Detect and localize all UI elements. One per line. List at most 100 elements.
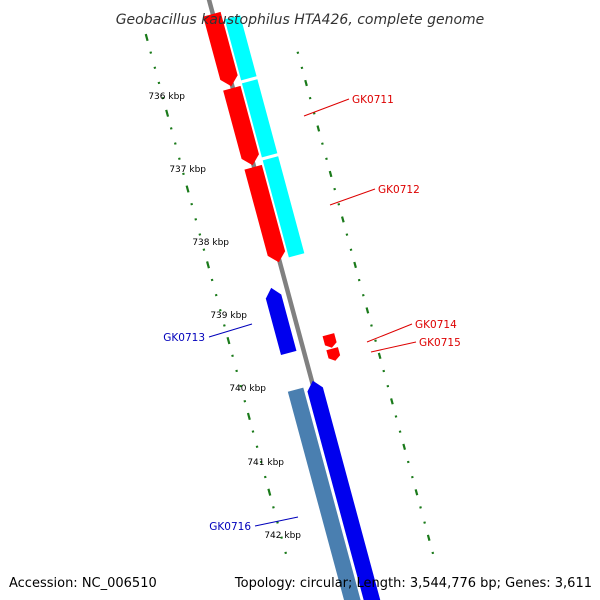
gene-arrow xyxy=(322,333,337,348)
minor-tick xyxy=(382,369,386,373)
major-tick xyxy=(165,109,170,117)
minor-tick xyxy=(272,506,275,509)
minor-tick xyxy=(423,521,426,524)
minor-tick xyxy=(296,51,300,54)
major-tick xyxy=(328,170,333,178)
cds-band xyxy=(262,156,305,258)
minor-tick xyxy=(386,384,390,388)
cds-band xyxy=(224,15,257,81)
gene-label: GK0711 xyxy=(352,94,394,106)
gene-leader-line xyxy=(254,516,299,527)
gene-leader-line xyxy=(329,188,376,206)
minor-tick xyxy=(357,278,361,282)
tick-label: 739 kbp xyxy=(210,311,247,321)
minor-tick xyxy=(280,536,283,539)
minor-tick xyxy=(194,218,198,221)
minor-tick xyxy=(398,430,402,433)
gene-arrow xyxy=(223,85,259,166)
major-tick xyxy=(414,489,419,496)
minor-tick xyxy=(308,96,312,100)
major-tick xyxy=(316,125,321,132)
minor-tick xyxy=(337,203,341,206)
minor-tick xyxy=(374,339,377,342)
tick-label: 736 kbp xyxy=(148,92,185,102)
tick-label: 742 kbp xyxy=(264,531,301,541)
minor-tick xyxy=(173,142,177,145)
gene-arrow xyxy=(307,380,381,600)
gene-label: GK0714 xyxy=(415,319,457,331)
topology-text: Topology: circular; Length: 3,544,776 bp… xyxy=(234,576,592,591)
major-tick xyxy=(353,261,357,269)
minor-tick xyxy=(198,233,202,236)
minor-tick xyxy=(210,278,214,282)
minor-tick xyxy=(300,66,304,70)
minor-tick xyxy=(263,475,267,479)
gene-arrow xyxy=(244,164,286,263)
major-tick xyxy=(340,216,345,223)
minor-tick xyxy=(406,460,410,464)
minor-tick xyxy=(223,324,226,327)
gene-leader-line xyxy=(370,341,417,353)
minor-tick xyxy=(370,324,373,327)
major-tick xyxy=(267,488,272,496)
accession-text: Accession: NC_006510 xyxy=(9,576,157,591)
minor-tick xyxy=(190,202,193,206)
gene-arrow xyxy=(203,11,238,87)
gene-label: GK0716 xyxy=(209,521,251,533)
map-title: Geobacillus kaustophilus HTA426, complet… xyxy=(116,12,485,28)
minor-tick xyxy=(178,157,181,160)
gene-arrow xyxy=(265,287,297,355)
minor-tick xyxy=(321,142,324,145)
minor-tick xyxy=(157,81,161,85)
minor-tick xyxy=(349,248,353,252)
major-tick xyxy=(365,307,370,314)
tick-label: 740 kbp xyxy=(229,384,266,394)
gene-label: GK0712 xyxy=(378,184,420,196)
gene-leader-line xyxy=(303,98,350,117)
minor-tick xyxy=(411,475,414,479)
major-tick xyxy=(377,352,382,360)
minor-tick xyxy=(333,187,336,191)
minor-tick xyxy=(361,293,365,297)
tick-label: 741 kbp xyxy=(247,458,284,468)
minor-tick xyxy=(394,415,398,418)
minor-tick xyxy=(169,127,173,130)
minor-tick xyxy=(218,309,222,312)
minor-tick xyxy=(235,369,238,373)
minor-tick xyxy=(251,430,255,433)
minor-tick xyxy=(431,551,435,555)
minor-tick xyxy=(419,506,422,509)
major-tick xyxy=(144,33,149,42)
major-tick xyxy=(185,185,190,193)
minor-tick xyxy=(255,445,259,448)
tick-label: 738 kbp xyxy=(192,238,229,248)
cds-band xyxy=(241,79,278,158)
minor-tick xyxy=(231,354,234,358)
major-tick xyxy=(390,398,394,405)
minor-tick xyxy=(214,293,218,297)
minor-tick xyxy=(239,384,243,388)
cds-band xyxy=(287,387,361,600)
minor-tick xyxy=(284,551,288,555)
minor-tick xyxy=(276,521,279,524)
tick-label: 737 kbp xyxy=(169,165,206,175)
major-tick xyxy=(426,534,431,541)
gene-label: GK0715 xyxy=(419,337,461,349)
minor-tick xyxy=(202,248,206,251)
major-tick xyxy=(206,261,210,269)
label-layer: 736 kbp 737 kbp 738 kbp 739 kbp 740 kbp 741 k… xyxy=(148,92,460,541)
minor-tick xyxy=(153,66,157,70)
major-tick xyxy=(246,412,251,421)
minor-tick xyxy=(243,399,247,403)
minor-tick xyxy=(161,96,165,100)
major-tick xyxy=(402,443,407,450)
minor-tick xyxy=(149,51,153,54)
minor-tick xyxy=(345,233,349,236)
major-tick xyxy=(226,336,231,345)
minor-tick xyxy=(259,460,263,464)
minor-tick xyxy=(325,157,328,161)
gene-leader-line xyxy=(208,323,253,338)
feature-layer xyxy=(144,0,435,600)
gene-arrow xyxy=(326,347,341,361)
